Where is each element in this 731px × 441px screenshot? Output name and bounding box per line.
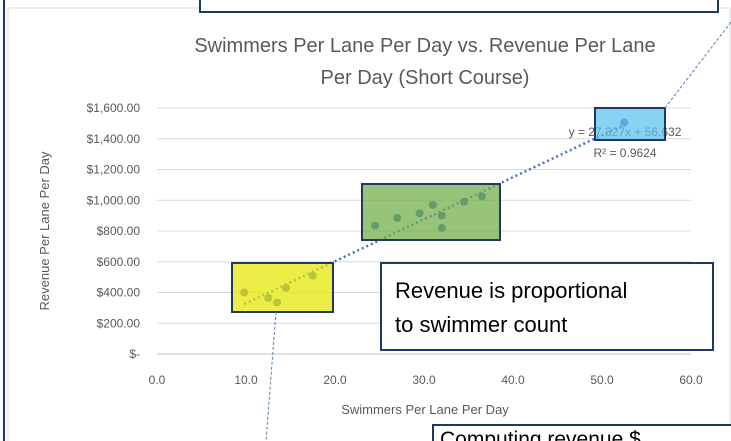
x-tick-label: 20.0 [323,373,347,387]
leader-line [265,311,277,441]
y-tick-label: $1,400.00 [87,132,141,146]
y-tick-label: $600.00 [97,255,141,269]
y-tick-label: $200.00 [97,316,141,330]
trendline-r2: R² = 0.9624 [593,146,656,160]
y-tick-label: $1,200.00 [87,163,141,177]
callout-box [432,424,731,441]
x-tick-label: 0.0 [149,373,166,387]
x-tick-label: 10.0 [234,373,258,387]
chart-title: Swimmers Per Lane Per Day vs. Revenue Pe… [194,35,655,57]
x-tick-label: 40.0 [501,373,525,387]
y-axis-title: Revenue Per Lane Per Day [37,151,52,310]
callout-text: to swimmer count [395,312,567,337]
y-tick-label: $400.00 [97,286,141,300]
callout-text: Computing revenue $ [440,428,641,441]
y-tick-label: $- [129,347,140,361]
x-tick-label: 30.0 [412,373,436,387]
y-tick-label: $1,600.00 [87,101,141,115]
overlay: Revenue is proportional to swimmer count… [199,0,731,441]
y-tick-label: $800.00 [97,224,141,238]
x-axis-title: Swimmers Per Lane Per Day [341,402,509,417]
y-tick-label: $1,000.00 [87,193,141,207]
highlight-box [231,262,334,313]
leader-line [664,21,731,109]
highlight-box [594,107,666,141]
callout-box [199,0,719,13]
chart-title: Per Day (Short Course) [321,67,530,89]
callout-box [380,262,714,351]
callout-text: Revenue is proportional [395,278,627,303]
highlight-box [361,183,501,241]
x-tick-label: 50.0 [590,373,614,387]
x-tick-label: 60.0 [679,373,703,387]
